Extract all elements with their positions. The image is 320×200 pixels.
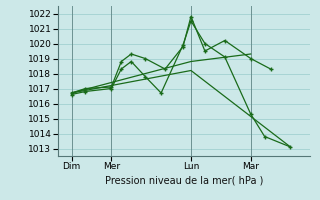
X-axis label: Pression niveau de la mer( hPa ): Pression niveau de la mer( hPa ) [105, 175, 263, 185]
